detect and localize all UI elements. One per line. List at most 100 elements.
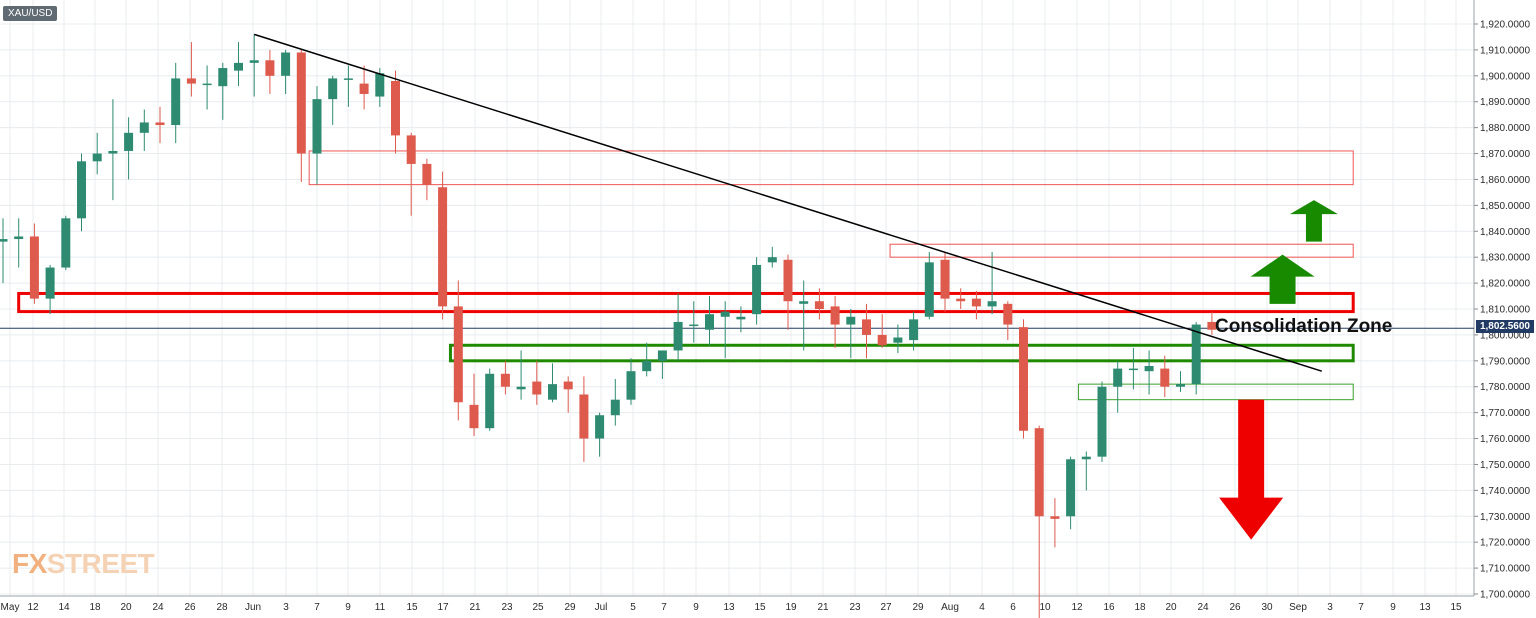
candle-body (657, 350, 667, 361)
y-tick-label: 1,740.0000 (1480, 486, 1530, 497)
candle-body (171, 78, 181, 126)
candle-body (14, 236, 24, 240)
x-tick-label: Sep (1289, 602, 1307, 613)
candle-body (626, 371, 636, 400)
x-tick-label: 16 (1103, 602, 1115, 613)
x-tick-label: 30 (1261, 602, 1273, 613)
candle-body (642, 360, 652, 372)
y-tick-label: 1,850.0000 (1480, 201, 1530, 212)
candle-body (877, 334, 887, 346)
x-tick-label: 21 (817, 602, 829, 613)
candle-body (92, 153, 102, 162)
candle-body (516, 386, 526, 390)
candle-body (689, 324, 699, 327)
x-tick-label: 4 (979, 602, 985, 613)
candle-body (1081, 456, 1091, 460)
x-tick-label: 25 (532, 602, 544, 613)
candle-body (469, 404, 479, 429)
symbol-badge: XAU/USD (3, 6, 58, 21)
logo-fx: FX (12, 548, 47, 579)
x-tick-label: 3 (283, 602, 289, 613)
candle-body (453, 306, 463, 403)
y-tick-label: 1,820.0000 (1480, 279, 1530, 290)
candle-body (736, 316, 746, 320)
candle-body (987, 301, 997, 307)
candle-body (1113, 368, 1123, 387)
candle-body (1034, 428, 1044, 517)
x-tick-label: 23 (849, 602, 861, 613)
y-tick-label: 1,900.0000 (1480, 71, 1530, 82)
fxstreet-logo: FXSTREET (12, 548, 155, 580)
y-tick-label: 1,870.0000 (1480, 149, 1530, 160)
resistance-zone (308, 150, 1354, 186)
candle-body (343, 78, 353, 80)
candle-body (45, 267, 55, 299)
x-tick-label: 21 (469, 602, 481, 613)
x-tick-label: 24 (152, 602, 164, 613)
x-tick-label: 29 (912, 602, 924, 613)
x-tick-label: 18 (1134, 602, 1146, 613)
candle-body (1191, 324, 1201, 385)
consolidation-zone-label: Consolidation Zone (1215, 316, 1393, 338)
x-tick-label: 23 (501, 602, 513, 613)
candle-body (610, 399, 620, 416)
candle-body (61, 218, 71, 268)
logo-street: STREET (46, 548, 155, 579)
candle-body (249, 60, 259, 63)
candle-body (862, 319, 871, 335)
x-tick-label: 13 (723, 602, 735, 613)
x-tick-label: 29 (564, 602, 576, 613)
candle-body (799, 301, 809, 304)
candle-body (532, 381, 542, 395)
x-tick-label: 9 (693, 602, 699, 613)
candle-body (485, 373, 495, 429)
candle-body (909, 319, 919, 341)
candle-body (1176, 384, 1185, 387)
candle-body (1003, 303, 1013, 325)
candle-body (202, 83, 212, 86)
candle-body (281, 52, 291, 76)
candle-body (673, 321, 683, 351)
y-tick-label: 1,710.0000 (1480, 564, 1530, 575)
candle-body (218, 68, 228, 87)
candle-body (893, 337, 903, 343)
y-tick-label: 1,700.0000 (1480, 590, 1530, 601)
candle-body (924, 262, 934, 317)
x-tick-label: 24 (1197, 602, 1209, 613)
x-tick-label: 7 (1358, 602, 1364, 613)
y-tick-label: 1,780.0000 (1480, 382, 1530, 393)
candle-body (375, 73, 385, 97)
up-arrow (1250, 254, 1315, 304)
candle-body (752, 264, 762, 315)
resistance-zone (889, 243, 1354, 258)
candle-body (1066, 459, 1076, 517)
x-tick-label: 15 (406, 602, 418, 613)
candle-body (579, 394, 589, 439)
candle-body (846, 316, 856, 325)
candle-body (328, 78, 338, 100)
y-tick-label: 1,750.0000 (1480, 460, 1530, 471)
last-price-tag: 1,802.5600 (1475, 320, 1534, 334)
candle-body (783, 259, 793, 302)
downtrend-line (253, 33, 1323, 372)
support-zone (1077, 383, 1354, 401)
candle-body (940, 259, 950, 299)
candle-body (312, 99, 322, 154)
x-tick-label: 27 (880, 602, 892, 613)
y-tick-label: 1,720.0000 (1480, 538, 1530, 549)
y-tick-label: 1,890.0000 (1480, 97, 1530, 108)
candle-body (422, 163, 432, 185)
candle-body (77, 161, 86, 219)
x-tick-label: 20 (1165, 602, 1177, 613)
y-tick-label: 1,860.0000 (1480, 175, 1530, 186)
candle-body (155, 122, 165, 126)
candle-body (1128, 368, 1138, 371)
x-tick-label: 18 (89, 602, 101, 613)
x-tick-label: 26 (184, 602, 196, 613)
candle-body (186, 78, 196, 84)
candle-body (296, 52, 306, 154)
candle-body (265, 60, 275, 76)
x-tick-label: 9 (1390, 602, 1396, 613)
